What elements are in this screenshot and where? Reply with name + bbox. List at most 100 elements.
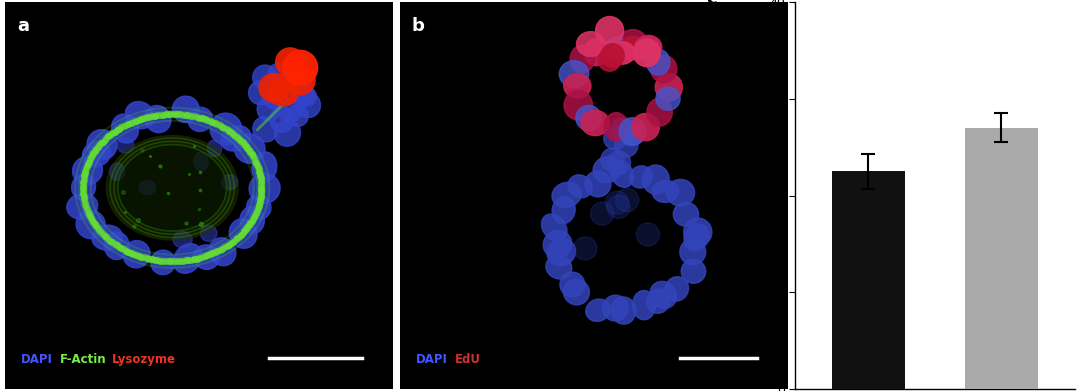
Ellipse shape xyxy=(679,239,705,265)
Ellipse shape xyxy=(643,165,670,194)
Text: c: c xyxy=(706,0,716,8)
Ellipse shape xyxy=(76,210,105,239)
Ellipse shape xyxy=(173,96,199,122)
Ellipse shape xyxy=(618,30,647,56)
Ellipse shape xyxy=(545,255,571,279)
Ellipse shape xyxy=(283,50,318,85)
Ellipse shape xyxy=(552,182,581,207)
Ellipse shape xyxy=(111,114,138,143)
Ellipse shape xyxy=(620,36,645,60)
Ellipse shape xyxy=(118,145,227,230)
Ellipse shape xyxy=(570,45,594,73)
Text: EdU: EdU xyxy=(455,353,481,366)
Ellipse shape xyxy=(194,152,208,171)
Bar xyxy=(832,171,905,389)
Ellipse shape xyxy=(275,48,305,77)
Ellipse shape xyxy=(681,259,705,283)
Ellipse shape xyxy=(207,140,221,157)
Ellipse shape xyxy=(620,123,644,146)
Text: DAPI: DAPI xyxy=(416,353,448,366)
Ellipse shape xyxy=(656,87,680,110)
Ellipse shape xyxy=(636,223,660,246)
Ellipse shape xyxy=(577,32,605,56)
Ellipse shape xyxy=(552,197,576,224)
Ellipse shape xyxy=(72,156,103,185)
Ellipse shape xyxy=(564,279,590,305)
Ellipse shape xyxy=(665,277,689,301)
Ellipse shape xyxy=(546,239,576,266)
Ellipse shape xyxy=(600,148,624,171)
Ellipse shape xyxy=(666,179,694,206)
Ellipse shape xyxy=(270,107,294,132)
Ellipse shape xyxy=(584,171,611,197)
Ellipse shape xyxy=(139,181,156,194)
Text: b: b xyxy=(411,18,424,36)
Ellipse shape xyxy=(647,49,670,75)
Ellipse shape xyxy=(564,90,593,120)
Ellipse shape xyxy=(598,48,621,71)
Ellipse shape xyxy=(630,166,652,188)
Ellipse shape xyxy=(541,214,567,241)
Ellipse shape xyxy=(603,295,627,321)
Ellipse shape xyxy=(201,225,217,242)
Ellipse shape xyxy=(568,175,592,198)
Ellipse shape xyxy=(193,245,219,269)
Text: Lysozyme: Lysozyme xyxy=(112,353,176,366)
Ellipse shape xyxy=(117,138,134,153)
Ellipse shape xyxy=(92,225,123,250)
Ellipse shape xyxy=(123,240,150,268)
Ellipse shape xyxy=(633,291,656,320)
Ellipse shape xyxy=(632,113,660,141)
Ellipse shape xyxy=(616,188,638,212)
Ellipse shape xyxy=(221,175,238,190)
Ellipse shape xyxy=(611,118,635,141)
Ellipse shape xyxy=(248,80,273,105)
Ellipse shape xyxy=(173,231,192,248)
Text: DAPI: DAPI xyxy=(21,353,53,366)
Ellipse shape xyxy=(619,118,646,145)
Ellipse shape xyxy=(106,136,239,240)
Y-axis label: Lysozyme+ or EdU+
organoids (%): Lysozyme+ or EdU+ organoids (%) xyxy=(735,131,764,260)
Ellipse shape xyxy=(605,37,629,60)
Ellipse shape xyxy=(559,61,589,87)
Ellipse shape xyxy=(287,105,308,126)
Ellipse shape xyxy=(650,282,677,308)
Ellipse shape xyxy=(543,231,571,258)
Ellipse shape xyxy=(249,174,280,203)
Ellipse shape xyxy=(647,289,671,313)
Ellipse shape xyxy=(576,105,602,131)
Ellipse shape xyxy=(67,194,97,219)
Ellipse shape xyxy=(240,206,265,234)
Ellipse shape xyxy=(610,160,634,187)
Ellipse shape xyxy=(604,113,629,141)
Ellipse shape xyxy=(274,120,300,146)
Ellipse shape xyxy=(109,163,124,180)
Ellipse shape xyxy=(615,134,638,157)
Ellipse shape xyxy=(268,79,298,106)
Ellipse shape xyxy=(611,297,636,324)
Ellipse shape xyxy=(278,72,301,93)
Ellipse shape xyxy=(71,174,96,200)
Ellipse shape xyxy=(647,98,672,126)
Ellipse shape xyxy=(684,224,710,251)
Ellipse shape xyxy=(257,97,281,121)
Text: a: a xyxy=(17,18,29,36)
Ellipse shape xyxy=(145,106,171,133)
Ellipse shape xyxy=(282,71,305,94)
Ellipse shape xyxy=(652,180,679,203)
Ellipse shape xyxy=(234,134,265,163)
Ellipse shape xyxy=(229,219,257,248)
Ellipse shape xyxy=(252,152,276,182)
Ellipse shape xyxy=(208,238,235,266)
Ellipse shape xyxy=(220,126,251,151)
Ellipse shape xyxy=(268,63,289,85)
Ellipse shape xyxy=(253,65,278,89)
Ellipse shape xyxy=(210,113,242,145)
Ellipse shape xyxy=(609,42,635,64)
Ellipse shape xyxy=(606,191,629,214)
Ellipse shape xyxy=(174,244,202,273)
Ellipse shape xyxy=(595,16,623,45)
Ellipse shape xyxy=(581,110,609,136)
Text: F-Actin: F-Actin xyxy=(59,353,106,366)
Ellipse shape xyxy=(673,203,699,226)
